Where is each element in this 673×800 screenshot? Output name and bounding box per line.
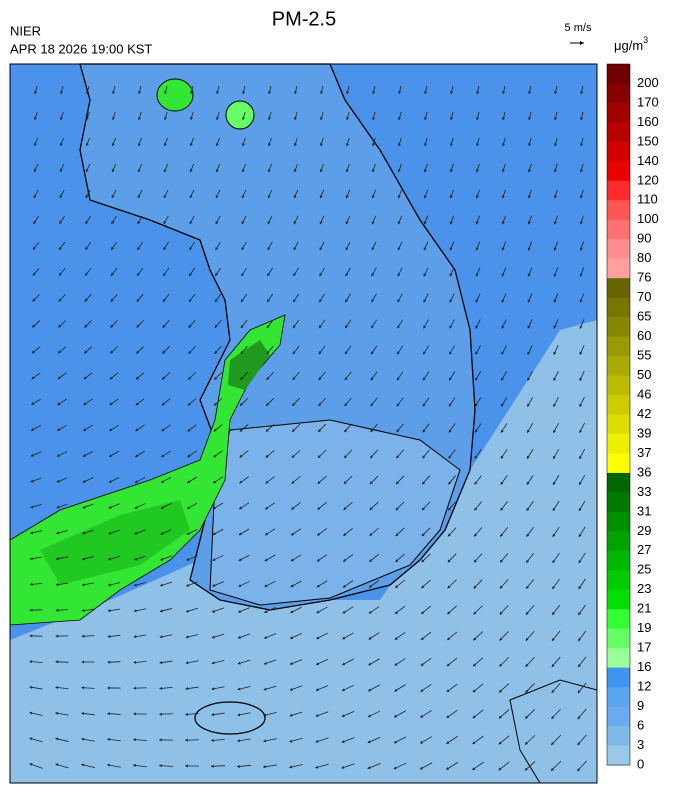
colorbar-swatch [607, 122, 630, 142]
colorbar-swatch [607, 746, 630, 766]
colorbar: 2001701601501401201101009080767065605550… [607, 64, 659, 771]
colorbar-label: 100 [637, 211, 659, 226]
colorbar-label: 3 [637, 737, 644, 752]
colorbar-label: 29 [637, 523, 651, 538]
colorbar-label: 12 [637, 679, 651, 694]
colorbar-label: 46 [637, 386, 651, 401]
colorbar-label: 17 [637, 640, 651, 655]
colorbar-swatch [607, 142, 630, 162]
colorbar-label: 76 [637, 270, 651, 285]
colorbar-swatch [607, 453, 630, 473]
jeju [195, 702, 265, 734]
colorbar-swatch [607, 629, 630, 649]
colorbar-swatch [607, 609, 630, 629]
colorbar-swatch [607, 200, 630, 220]
colorbar-swatch [607, 415, 630, 435]
colorbar-label: 25 [637, 562, 651, 577]
colorbar-label: 23 [637, 581, 651, 596]
colorbar-swatch [607, 551, 630, 571]
colorbar-swatch [607, 337, 630, 357]
colorbar-label: 55 [637, 348, 651, 363]
colorbar-swatch [607, 83, 630, 103]
pm-patch [226, 101, 254, 129]
colorbar-swatch [607, 103, 630, 123]
unit-text: μg/m [614, 38, 643, 53]
colorbar-label: 0 [637, 756, 644, 771]
colorbar-swatch [607, 531, 630, 551]
colorbar-swatch [607, 376, 630, 396]
colorbar-label: 150 [637, 133, 659, 148]
colorbar-label: 65 [637, 309, 651, 324]
wind-scale-label: 5 m/s [565, 22, 592, 34]
colorbar-swatch [607, 395, 630, 415]
pm-patch [157, 79, 193, 111]
colorbar-label: 37 [637, 445, 651, 460]
colorbar-label: 80 [637, 250, 651, 265]
colorbar-swatch [607, 298, 630, 318]
colorbar-label: 39 [637, 425, 651, 440]
colorbar-swatch [607, 181, 630, 201]
agency: NIER [10, 23, 41, 38]
unit: μg/m3 [614, 35, 648, 53]
colorbar-swatch [607, 707, 630, 727]
colorbar-label: 50 [637, 367, 651, 382]
colorbar-label: 160 [637, 114, 659, 129]
colorbar-swatch [607, 356, 630, 376]
colorbar-swatch [607, 317, 630, 337]
colorbar-label: 70 [637, 289, 651, 304]
colorbar-label: 9 [637, 698, 644, 713]
colorbar-swatch [607, 220, 630, 240]
colorbar-swatch [607, 434, 630, 454]
colorbar-label: 33 [637, 484, 651, 499]
colorbar-swatch [607, 687, 630, 707]
colorbar-swatch [607, 64, 630, 84]
map-area [10, 64, 597, 783]
colorbar-label: 19 [637, 620, 651, 635]
colorbar-swatch [607, 512, 630, 532]
colorbar-label: 120 [637, 172, 659, 187]
colorbar-label: 110 [637, 192, 658, 207]
colorbar-swatch [607, 648, 630, 668]
colorbar-label: 60 [637, 328, 651, 343]
colorbar-label: 27 [637, 542, 651, 557]
wind-scale-head [580, 41, 584, 45]
colorbar-swatch [607, 570, 630, 590]
colorbar-label: 21 [637, 601, 651, 616]
colorbar-swatch [607, 726, 630, 746]
colorbar-label: 42 [637, 406, 651, 421]
colorbar-swatch [607, 668, 630, 688]
colorbar-label: 6 [637, 717, 644, 732]
colorbar-label: 200 [637, 75, 659, 90]
colorbar-label: 36 [637, 464, 651, 479]
colorbar-label: 31 [637, 503, 651, 518]
colorbar-swatch [607, 473, 630, 493]
unit-sup: 3 [643, 35, 648, 45]
colorbar-swatch [607, 259, 630, 279]
colorbar-label: 16 [637, 659, 651, 674]
datetime: APR 18 2026 19:00 KST [10, 41, 152, 56]
colorbar-swatch [607, 161, 630, 181]
colorbar-label: 90 [637, 231, 651, 246]
colorbar-swatch [607, 590, 630, 610]
colorbar-label: 140 [637, 153, 659, 168]
colorbar-swatch [607, 239, 630, 259]
colorbar-swatch [607, 278, 630, 298]
title: PM-2.5 [272, 8, 336, 30]
colorbar-swatch [607, 492, 630, 512]
colorbar-label: 170 [637, 94, 659, 109]
